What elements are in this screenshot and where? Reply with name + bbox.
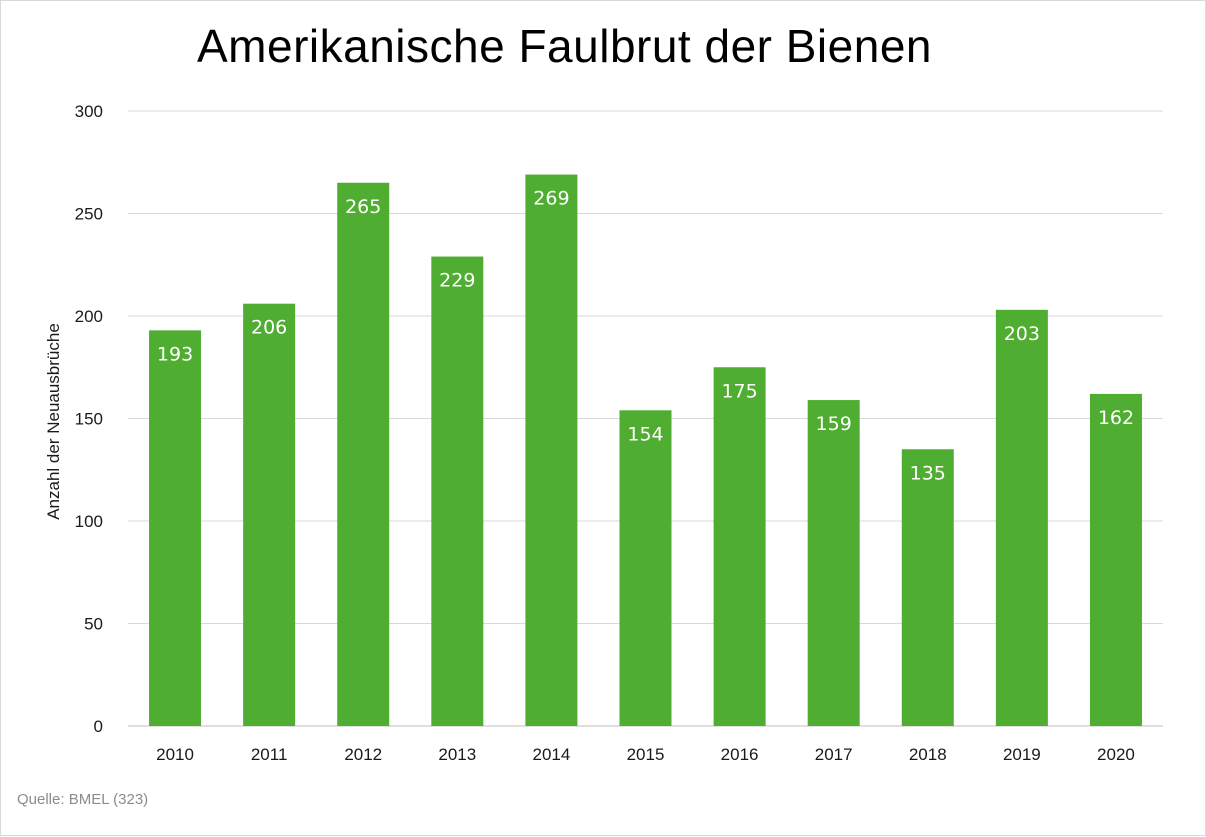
y-tick-label: 250 <box>75 205 103 224</box>
data-label: 159 <box>816 413 852 435</box>
data-label: 193 <box>157 343 193 365</box>
y-tick-label: 100 <box>75 512 103 531</box>
data-label: 229 <box>439 270 475 292</box>
source-note: Quelle: BMEL (323) <box>17 791 149 808</box>
x-tick-label: 2019 <box>1003 745 1041 764</box>
bar <box>995 309 1048 726</box>
x-tick-label: 2013 <box>438 745 476 764</box>
data-label: 175 <box>721 380 757 402</box>
chart-title: Amerikanische Faulbrut der Bienen <box>197 20 932 72</box>
bar <box>901 449 954 726</box>
data-label: 154 <box>627 423 663 445</box>
bar <box>619 410 672 726</box>
data-label: 265 <box>345 196 381 218</box>
data-label: 203 <box>1004 323 1040 345</box>
y-axis-title: Anzahl der Neuausbrüche <box>44 323 63 520</box>
y-tick-label: 0 <box>94 717 103 736</box>
data-label: 269 <box>533 188 569 210</box>
y-tick-label: 300 <box>75 102 103 121</box>
bar <box>525 174 578 727</box>
x-tick-label: 2012 <box>344 745 382 764</box>
bar <box>807 400 860 726</box>
x-tick-label: 2015 <box>627 745 665 764</box>
x-tick-label: 2017 <box>815 745 853 764</box>
x-tick-label: 2018 <box>909 745 947 764</box>
x-tick-label: 2011 <box>251 745 288 764</box>
y-tick-label: 150 <box>75 410 103 429</box>
bar <box>431 256 484 726</box>
x-tick-label: 2020 <box>1097 745 1135 764</box>
data-label: 135 <box>910 462 946 484</box>
x-tick-label: 2016 <box>721 745 759 764</box>
bar <box>149 330 202 726</box>
bar <box>1089 393 1142 726</box>
x-tick-label: 2014 <box>532 745 570 764</box>
data-label: 206 <box>251 317 287 339</box>
y-tick-label: 200 <box>75 307 103 326</box>
data-label: 162 <box>1098 407 1134 429</box>
y-tick-label: 50 <box>84 615 103 634</box>
bar <box>243 303 296 726</box>
bar <box>713 367 766 726</box>
x-tick-label: 2010 <box>156 745 194 764</box>
bar <box>337 182 390 726</box>
